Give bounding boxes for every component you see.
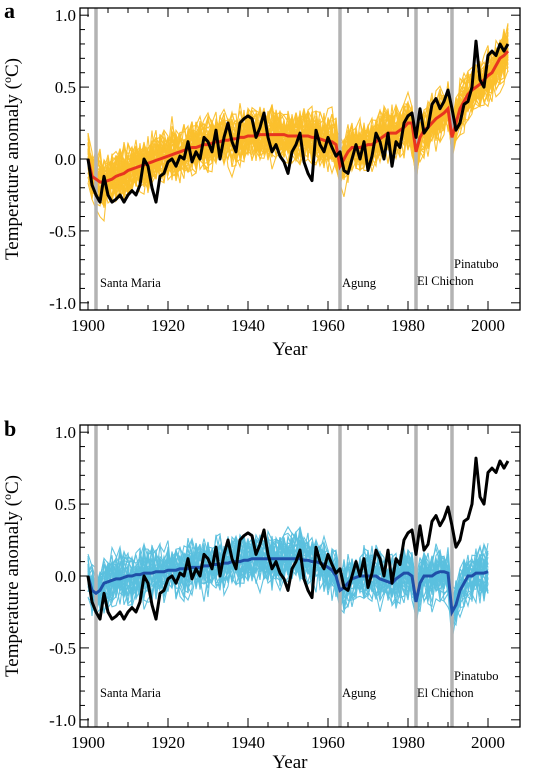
- observed-line: [86, 456, 510, 621]
- y-tick-label: 0.5: [55, 78, 76, 97]
- x-tick-label: 2000: [471, 316, 505, 335]
- y-axis-title-end: C): [2, 58, 23, 77]
- event-label-agung: Agung: [342, 276, 377, 290]
- event-label-agung: Agung: [342, 686, 377, 700]
- x-tick-label: 1980: [391, 316, 425, 335]
- ensemble-members-a: [87, 23, 509, 223]
- ensemble-member-line: [87, 533, 489, 613]
- y-axis-b: -1.0 -0.5 0.0 0.5 1.0: [49, 423, 520, 730]
- y-axis-a: -1.0 -0.5 0.0 0.5 1.0: [49, 6, 520, 313]
- x-tick-label: 2000: [471, 733, 505, 752]
- y-axis-title-sup: o: [0, 494, 14, 500]
- event-label-santa-maria: Santa Maria: [100, 686, 161, 700]
- ensemble-member-line: [87, 51, 509, 223]
- x-tick-label: 1940: [231, 733, 265, 752]
- y-axis-title-sup: o: [0, 77, 14, 83]
- x-tick-label: 1900: [71, 733, 105, 752]
- event-label-pinatubo: Pinatubo: [454, 669, 498, 683]
- y-tick-label: 0.0: [55, 150, 76, 169]
- panel-letter-b: b: [4, 416, 16, 441]
- y-tick-label: -0.5: [49, 222, 76, 241]
- ensemble-member-line: [87, 543, 489, 617]
- y-axis-title: Temperature anomaly (oC): [0, 475, 23, 677]
- y-tick-label: 1.0: [55, 6, 76, 25]
- y-tick-label: -0.5: [49, 639, 76, 658]
- event-label-el-chichon: El Chichon: [417, 686, 474, 700]
- event-label-santa-maria: Santa Maria: [100, 276, 161, 290]
- x-axis-b: 1900 1920 1940 1960 1980 2000: [71, 425, 505, 752]
- panel-b: 1900 1920 1940 1960 1980 2000 -1.0 -0.5 0.0 0.5 1.…: [0, 423, 521, 773]
- y-tick-label: -1.0: [49, 711, 76, 730]
- y-tick-label: 0.0: [55, 567, 76, 586]
- x-tick-label: 1960: [311, 733, 345, 752]
- y-axis-title-main: Temperature anomaly (: [2, 83, 23, 260]
- y-tick-label: 0.5: [55, 495, 76, 514]
- x-axis-title: Year: [272, 752, 308, 772]
- y-axis-title-main: Temperature anomaly (: [2, 500, 23, 677]
- event-label-pinatubo: Pinatubo: [454, 257, 498, 271]
- x-axis-a: 1900 1920 1940 1960 1980 2000: [71, 8, 505, 335]
- x-tick-label: 1940: [231, 316, 265, 335]
- y-axis-title: Temperature anomaly (oC): [0, 58, 23, 260]
- x-axis-title: Year: [272, 339, 308, 360]
- plot-area-a: [86, 8, 510, 310]
- ensemble-mean-line: [86, 557, 489, 617]
- y-tick-label: -1.0: [49, 294, 76, 313]
- x-tick-label: 1960: [311, 316, 345, 335]
- x-tick-label: 1980: [391, 733, 425, 752]
- y-axis-title-end: C): [2, 475, 23, 494]
- x-tick-label: 1920: [151, 733, 185, 752]
- ensemble-member-line: [87, 46, 509, 204]
- observed-line: [86, 39, 510, 204]
- x-tick-label: 1900: [71, 316, 105, 335]
- event-label-el-chichon: El Chichon: [417, 274, 474, 288]
- panel-a: 1900 1920 1940 1960 1980 2000 -1.0 -0.5 0.0 0.5 1.…: [0, 6, 521, 360]
- y-tick-label: 1.0: [55, 423, 76, 442]
- ensemble-member-line: [87, 47, 509, 198]
- panel-letter-a: a: [4, 0, 15, 23]
- x-tick-label: 1920: [151, 316, 185, 335]
- plot-area-b: [86, 425, 510, 727]
